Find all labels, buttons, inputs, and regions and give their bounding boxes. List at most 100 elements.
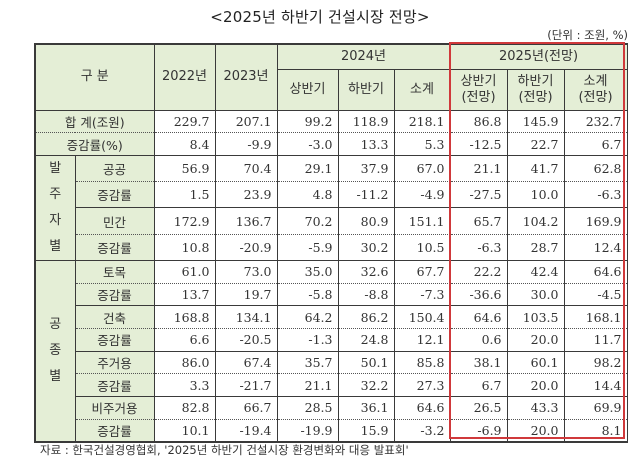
- cell: 6.7: [449, 373, 508, 397]
- cell: 32.2: [337, 373, 395, 397]
- cell: -7.3: [393, 282, 451, 307]
- header-2024-subtotal: 소계: [393, 68, 451, 111]
- table-row: 합 계(조원) 229.7 207.1 99.2 118.9 218.1 86.…: [34, 109, 628, 134]
- header-2025-h2: 하반기 (전망): [506, 68, 565, 111]
- row-label: 증감률: [74, 233, 155, 261]
- cell: 134.1: [214, 305, 278, 329]
- header-2023: 2023년: [214, 43, 278, 111]
- cell: 1.5: [153, 181, 216, 209]
- row-label: 비주거용: [74, 396, 155, 420]
- cell: -19.4: [214, 418, 278, 444]
- table-row: 민간 172.9 136.7 70.2 80.9 151.1 65.7 104.…: [35, 207, 628, 235]
- row-label: 공공: [74, 154, 155, 183]
- row-label: 증감률: [74, 327, 155, 352]
- cell: 20.0: [506, 327, 565, 352]
- cell: 64.6: [393, 396, 451, 420]
- cell: 3.3: [153, 373, 216, 397]
- table-row: 증감률 13.7 19.7 -5.8 -8.8 -7.3 -36.6 30.0 …: [35, 282, 628, 307]
- cell: 172.9: [153, 207, 216, 235]
- cell: 28.5: [276, 396, 339, 420]
- cell: 67.0: [393, 154, 451, 183]
- cell: 61.0: [153, 259, 216, 284]
- cell: -36.6: [449, 282, 508, 307]
- cell: 21.1: [276, 373, 339, 397]
- cell: 27.3: [393, 373, 451, 397]
- cell: 12.4: [563, 233, 628, 261]
- cell: 10.8: [153, 233, 216, 261]
- cell: 104.2: [506, 207, 565, 235]
- header-2022: 2022년: [153, 43, 216, 111]
- cell: 24.8: [337, 327, 395, 352]
- cell: 6.7: [563, 132, 628, 156]
- group-label-orderer: 발 주 자 별: [34, 154, 76, 261]
- cell: 82.8: [153, 396, 216, 420]
- cell: 26.5: [449, 396, 508, 420]
- cell: 67.4: [214, 350, 278, 375]
- cell: -27.5: [449, 181, 508, 209]
- cell: 229.7: [153, 109, 216, 134]
- cell: 169.9: [563, 207, 628, 235]
- cell: 145.9: [506, 109, 565, 134]
- cell: 4.8: [276, 181, 339, 209]
- group-label-work-type: 공 종 별: [34, 259, 76, 444]
- cell: -5.8: [276, 282, 339, 307]
- cell: 36.1: [337, 396, 395, 420]
- cell: 56.9: [153, 154, 216, 183]
- cell: 22.7: [506, 132, 565, 156]
- cell: 12.1: [393, 327, 451, 352]
- cell: 13.3: [337, 132, 395, 156]
- cell: 8.4: [153, 132, 216, 156]
- cell: -8.8: [337, 282, 395, 307]
- cell: 80.9: [337, 207, 395, 235]
- cell: 11.7: [563, 327, 628, 352]
- cell: 8.1: [563, 418, 628, 444]
- cell: 86.2: [337, 305, 395, 329]
- cell: 20.0: [506, 418, 565, 444]
- cell: 32.6: [337, 259, 395, 284]
- cell: -6.3: [563, 181, 628, 209]
- page-title: <2025년 하반기 건설시장 전망>: [210, 8, 430, 26]
- cell: 64.6: [563, 259, 628, 284]
- cell: 85.8: [393, 350, 451, 375]
- cell: 23.9: [214, 181, 278, 209]
- cell: -21.7: [214, 373, 278, 397]
- cell: 21.1: [449, 154, 508, 183]
- cell: 65.7: [449, 207, 508, 235]
- row-label: 합 계(조원): [34, 109, 155, 134]
- cell: 15.9: [337, 418, 395, 444]
- cell: 6.6: [153, 327, 216, 352]
- cell: 37.9: [337, 154, 395, 183]
- header-2024-h2: 하반기: [337, 68, 395, 111]
- cell: 70.4: [214, 154, 278, 183]
- cell: 70.2: [276, 207, 339, 235]
- cell: 19.7: [214, 282, 278, 307]
- cell: 20.0: [506, 373, 565, 397]
- table-row: 비주거용 82.8 66.7 28.5 36.1 64.6 26.5 43.3 …: [35, 396, 628, 420]
- cell: 29.1: [276, 154, 339, 183]
- cell: 50.1: [337, 350, 395, 375]
- row-label: 민간: [74, 207, 155, 235]
- construction-outlook-table: 구 분 2022년 2023년 2024년 2025년(전망) 상반기 하반기 …: [34, 43, 628, 444]
- cell: -6.9: [449, 418, 508, 444]
- cell: 13.7: [153, 282, 216, 307]
- cell: 28.7: [506, 233, 565, 261]
- cell: -20.9: [214, 233, 278, 261]
- table-row: 증감률 1.5 23.9 4.8 -11.2 -4.9 -27.5 10.0 -…: [35, 181, 628, 209]
- cell: -1.3: [276, 327, 339, 352]
- cell: 30.0: [506, 282, 565, 307]
- table-row: 증감률 10.8 -20.9 -5.9 30.2 10.5 -6.3 28.7 …: [35, 233, 628, 261]
- table-row: 증감률(%) 8.4 -9.9 -3.0 13.3 5.3 -12.5 22.7…: [34, 132, 628, 156]
- cell: 86.0: [153, 350, 216, 375]
- cell: -3.0: [276, 132, 339, 156]
- cell: 0.6: [449, 327, 508, 352]
- cell: 136.7: [214, 207, 278, 235]
- cell: -6.3: [449, 233, 508, 261]
- cell: 150.4: [393, 305, 451, 329]
- cell: -3.2: [393, 418, 451, 444]
- table-row: 증감률 6.6 -20.5 -1.3 24.8 12.1 0.6 20.0 11…: [35, 327, 628, 352]
- cell: 22.2: [449, 259, 508, 284]
- cell: 207.1: [214, 109, 278, 134]
- cell: 14.4: [563, 373, 628, 397]
- row-label: 증감률(%): [34, 132, 155, 156]
- cell: 232.7: [563, 109, 628, 134]
